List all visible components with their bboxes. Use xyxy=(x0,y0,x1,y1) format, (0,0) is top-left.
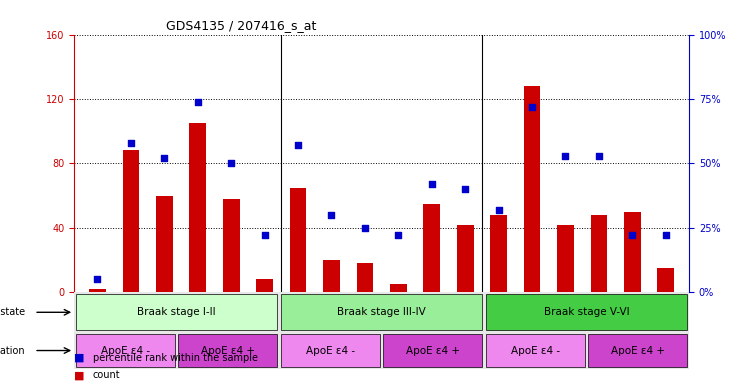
Text: disease state: disease state xyxy=(0,307,25,317)
Bar xyxy=(491,215,507,292)
Bar xyxy=(456,225,473,292)
Bar xyxy=(223,199,239,292)
Bar xyxy=(390,284,407,292)
Text: ApoE ε4 +: ApoE ε4 + xyxy=(406,346,460,356)
Point xyxy=(593,152,605,159)
Bar xyxy=(524,86,540,292)
Point xyxy=(359,225,370,231)
Text: percentile rank within the sample: percentile rank within the sample xyxy=(93,353,258,363)
Text: Braak stage III-IV: Braak stage III-IV xyxy=(337,307,426,317)
Text: GDS4135 / 207416_s_at: GDS4135 / 207416_s_at xyxy=(166,19,316,32)
Text: ■: ■ xyxy=(74,353,84,363)
Bar xyxy=(89,289,106,292)
Point xyxy=(393,232,405,238)
Bar xyxy=(591,215,607,292)
Text: count: count xyxy=(93,370,120,380)
Point xyxy=(259,232,270,238)
Bar xyxy=(290,187,307,292)
Point xyxy=(125,140,137,146)
Bar xyxy=(557,225,574,292)
Text: Braak stage V-VI: Braak stage V-VI xyxy=(544,307,629,317)
Point xyxy=(192,98,204,104)
FancyBboxPatch shape xyxy=(179,334,277,367)
FancyBboxPatch shape xyxy=(486,294,688,330)
Point xyxy=(225,160,237,166)
Point xyxy=(292,142,304,148)
Point xyxy=(159,155,170,161)
Point xyxy=(426,181,438,187)
Text: ■: ■ xyxy=(74,370,84,380)
Bar xyxy=(624,212,641,292)
Point xyxy=(526,104,538,110)
Point xyxy=(493,207,505,213)
Text: ApoE ε4 -: ApoE ε4 - xyxy=(511,346,560,356)
Point xyxy=(459,186,471,192)
Point xyxy=(325,212,337,218)
Bar xyxy=(190,123,206,292)
FancyBboxPatch shape xyxy=(383,334,482,367)
Text: ApoE ε4 -: ApoE ε4 - xyxy=(306,346,355,356)
Bar xyxy=(356,263,373,292)
Text: ApoE ε4 -: ApoE ε4 - xyxy=(101,346,150,356)
Point xyxy=(559,152,571,159)
FancyBboxPatch shape xyxy=(486,334,585,367)
Bar xyxy=(156,195,173,292)
Bar xyxy=(122,151,139,292)
Text: Braak stage I-II: Braak stage I-II xyxy=(137,307,216,317)
FancyBboxPatch shape xyxy=(76,294,277,330)
Bar xyxy=(657,268,674,292)
Bar xyxy=(323,260,340,292)
Point xyxy=(626,232,638,238)
FancyBboxPatch shape xyxy=(281,334,380,367)
FancyBboxPatch shape xyxy=(76,334,175,367)
FancyBboxPatch shape xyxy=(281,294,482,330)
Bar xyxy=(423,204,440,292)
Point xyxy=(92,276,104,282)
FancyBboxPatch shape xyxy=(588,334,688,367)
Text: ApoE ε4 +: ApoE ε4 + xyxy=(611,346,665,356)
Text: ApoE ε4 +: ApoE ε4 + xyxy=(201,346,255,356)
Point xyxy=(659,232,671,238)
Text: genotype/variation: genotype/variation xyxy=(0,346,25,356)
Bar xyxy=(256,279,273,292)
